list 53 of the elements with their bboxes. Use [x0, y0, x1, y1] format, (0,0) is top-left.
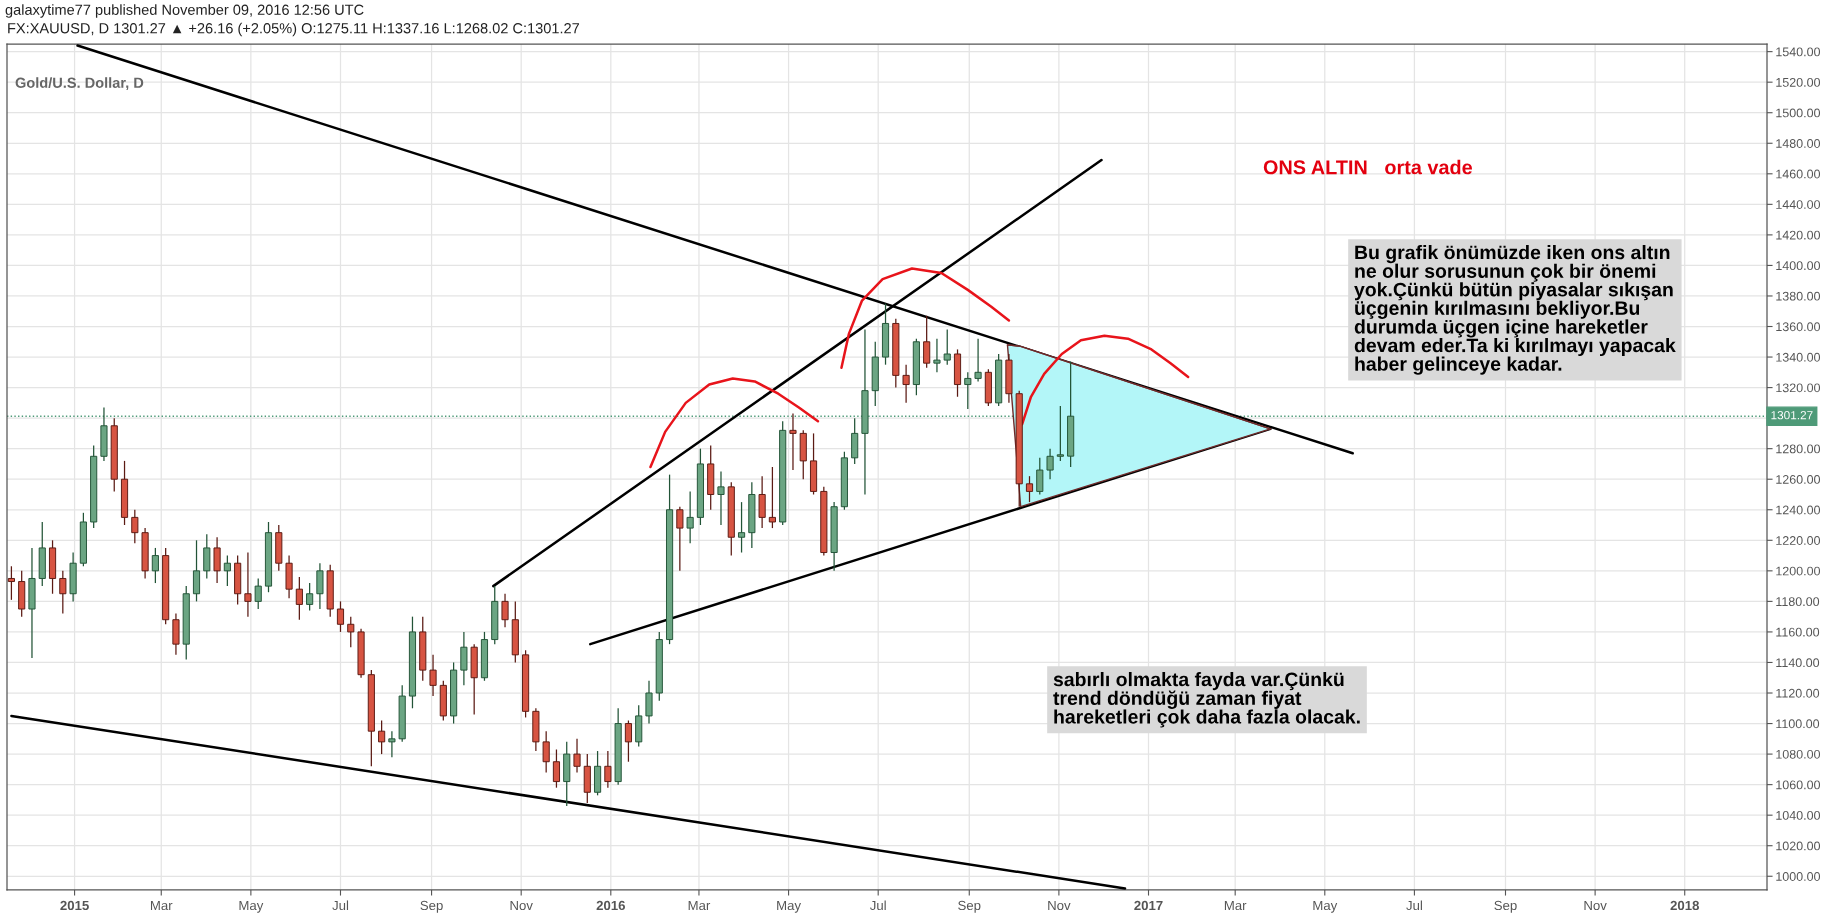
x-tick-label: May: [777, 900, 802, 913]
y-tick-label: 1160.00: [1776, 627, 1820, 637]
chart-title: FX:XAUUSD, D 1301.27 ▲ +26.16 (+2.05%) O:1275.11 H:1337.16 L:1268.02 C:1301.27: [8, 22, 580, 37]
y-tick-label: 1060.00: [1776, 780, 1821, 790]
ref-line-label: 1301.27: [1771, 411, 1813, 420]
x-tick-label: Nov: [1048, 900, 1071, 911]
text: Gold/U.S. Dollar, D: [15, 77, 144, 91]
y-tick-label: 1520.00: [1776, 77, 1821, 87]
y-tick-label: 1180.00: [1776, 597, 1820, 607]
x-tick-label: Sep: [420, 900, 443, 913]
y-tick-label: 1040.00: [1776, 810, 1821, 820]
x-tick-label: Jul: [1406, 900, 1422, 911]
y-tick-label: 1500.00: [1776, 108, 1821, 118]
x-tick-label: Sep: [958, 900, 981, 913]
x-tick-label: Mar: [150, 900, 173, 911]
x-tick-label: 2016: [596, 900, 626, 911]
x-tick-label: 2018: [1670, 900, 1699, 911]
y-tick-label: 1260.00: [1776, 475, 1821, 484]
y-tick-label: 1320.00: [1776, 383, 1821, 393]
x-tick-label: Nov: [510, 900, 533, 911]
x-tick-label: Mar: [1224, 900, 1247, 911]
y-tick-label: 1440.00: [1776, 200, 1821, 209]
x-tick-label: 2017: [1134, 900, 1163, 911]
text: galaxytime77 published November 09, 2016 12:56 UTC: [5, 4, 364, 18]
y-tick-label: 1400.00: [1776, 261, 1821, 271]
y-tick-label: 1100.00: [1776, 719, 1820, 729]
y-tick-label: 1460.00: [1776, 169, 1821, 179]
y-tick-label: 1280.00: [1776, 444, 1821, 454]
x-tick-label: Mar: [688, 900, 711, 911]
annotation: Bu grafik önümüzde iken ons altın ne olur sorusunun çok bir önemi yok.Çünkü bütün piyasalar sıkışan üçgenin kırılmasını bekliyor.Bu durumda üçgen içine hareketler devam eder.Ta ki kırılmayı yapacak haber gelinceye kadar.: [1354, 245, 1676, 375]
y-tick-label: 1340.00: [1776, 352, 1821, 362]
x-tick-label: May: [239, 900, 264, 913]
x-tick-label: Sep: [1494, 900, 1517, 913]
y-tick-label: 1120.00: [1776, 688, 1820, 698]
y-tick-label: 1240.00: [1776, 505, 1821, 515]
y-tick-label: 1200.00: [1776, 566, 1821, 576]
y-tick-label: 1360.00: [1776, 322, 1821, 332]
x-tick-label: Jul: [869, 900, 886, 911]
y-tick-label: 1080.00: [1776, 749, 1821, 759]
annotation: ONS ALTIN orta vade: [1263, 159, 1472, 175]
x-tick-label: 2015: [60, 900, 89, 911]
y-tick-label: 1220.00: [1776, 536, 1821, 545]
y-tick-label: 1420.00: [1776, 230, 1821, 240]
x-tick-label: Jul: [332, 900, 349, 911]
y-tick-label: 1140.00: [1776, 658, 1820, 668]
y-tick-label: 1380.00: [1776, 291, 1821, 301]
y-tick-label: 1020.00: [1776, 841, 1821, 851]
annotation: sabırlı olmakta fayda var.Çünkü trend döndüğü zaman fiyat hareketleri çok daha fazla olacak.: [1053, 672, 1360, 728]
y-tick-label: 1480.00: [1776, 139, 1821, 148]
x-tick-label: May: [1313, 900, 1338, 913]
x-tick-label: Nov: [1584, 900, 1607, 911]
y-tick-label: 1540.00: [1776, 47, 1821, 57]
y-tick-label: 1000.00: [1776, 872, 1821, 881]
